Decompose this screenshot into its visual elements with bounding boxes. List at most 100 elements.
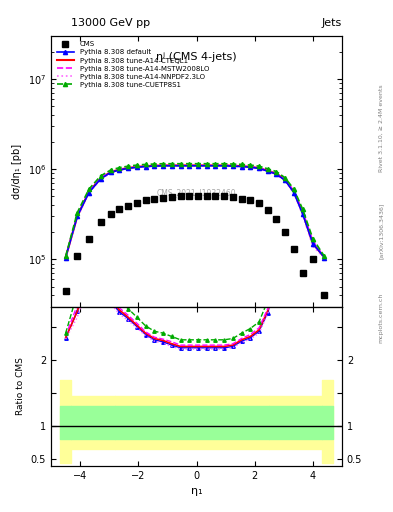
Pythia 8.308 tune-A14-CTEQL1 — [187, 162, 192, 168]
Pythia 8.308 tune-A14-NNPDF2.3LO — [161, 163, 165, 169]
CMS — [98, 219, 103, 225]
Pythia 8.308 default — [134, 164, 139, 170]
Pythia 8.308 tune-A14-CTEQL1 — [248, 164, 253, 170]
Pythia 8.308 tune-CUETP8S1 — [310, 236, 315, 242]
Pythia 8.308 tune-CUETP8S1 — [322, 253, 327, 260]
Pythia 8.308 tune-CUETP8S1 — [117, 164, 122, 170]
Pythia 8.308 tune-A14-CTEQL1 — [292, 189, 296, 195]
Pythia 8.308 tune-A14-MSTW2008LO — [300, 208, 305, 215]
Pythia 8.308 tune-A14-NNPDF2.3LO — [187, 163, 192, 169]
Pythia 8.308 tune-CUETP8S1 — [187, 161, 192, 167]
Pythia 8.308 tune-A14-MSTW2008LO — [86, 188, 91, 194]
Pythia 8.308 tune-CUETP8S1 — [283, 175, 288, 181]
Pythia 8.308 tune-CUETP8S1 — [213, 161, 218, 167]
CMS — [143, 198, 148, 204]
Pythia 8.308 tune-A14-CTEQL1 — [274, 170, 279, 177]
Pythia 8.308 tune-A14-NNPDF2.3LO — [274, 172, 279, 178]
Pythia 8.308 default — [75, 214, 80, 220]
Pythia 8.308 tune-CUETP8S1 — [86, 186, 91, 193]
Pythia 8.308 default — [310, 241, 315, 247]
Pythia 8.308 tune-A14-MSTW2008LO — [204, 162, 209, 168]
Text: Jets: Jets — [321, 18, 342, 28]
Pythia 8.308 tune-A14-NNPDF2.3LO — [322, 255, 327, 261]
CMS — [231, 194, 235, 200]
CMS — [75, 252, 80, 259]
Pythia 8.308 tune-A14-CTEQL1 — [161, 162, 165, 168]
Pythia 8.308 tune-A14-CTEQL1 — [143, 163, 148, 169]
Pythia 8.308 default — [248, 164, 253, 170]
Line: Pythia 8.308 tune-A14-NNPDF2.3LO: Pythia 8.308 tune-A14-NNPDF2.3LO — [66, 166, 325, 258]
Pythia 8.308 tune-A14-MSTW2008LO — [292, 188, 296, 194]
Pythia 8.308 default — [196, 163, 200, 169]
Pythia 8.308 tune-A14-NNPDF2.3LO — [310, 243, 315, 249]
Pythia 8.308 tune-A14-NNPDF2.3LO — [134, 164, 139, 170]
Pythia 8.308 tune-A14-MSTW2008LO — [283, 176, 288, 182]
Pythia 8.308 tune-CUETP8S1 — [98, 173, 103, 179]
Pythia 8.308 tune-A14-CTEQL1 — [257, 165, 261, 171]
Pythia 8.308 tune-A14-NNPDF2.3LO — [63, 255, 68, 261]
Pythia 8.308 tune-A14-MSTW2008LO — [63, 254, 68, 260]
CMS — [152, 196, 157, 202]
Pythia 8.308 tune-A14-MSTW2008LO — [231, 162, 235, 168]
Pythia 8.308 tune-A14-CTEQL1 — [134, 164, 139, 170]
Line: Pythia 8.308 default: Pythia 8.308 default — [64, 164, 327, 260]
Pythia 8.308 tune-A14-MSTW2008LO — [75, 212, 80, 218]
Pythia 8.308 tune-A14-NNPDF2.3LO — [117, 167, 122, 174]
Pythia 8.308 tune-CUETP8S1 — [178, 161, 183, 167]
Pythia 8.308 default — [63, 254, 68, 261]
Pythia 8.308 tune-CUETP8S1 — [108, 167, 113, 173]
Pythia 8.308 tune-A14-NNPDF2.3LO — [98, 176, 103, 182]
CMS — [161, 195, 165, 201]
Pythia 8.308 tune-CUETP8S1 — [274, 168, 279, 175]
Pythia 8.308 tune-CUETP8S1 — [196, 161, 200, 167]
Pythia 8.308 tune-A14-CTEQL1 — [322, 254, 327, 261]
Pythia 8.308 tune-A14-CTEQL1 — [204, 162, 209, 168]
Pythia 8.308 tune-A14-NNPDF2.3LO — [126, 166, 130, 172]
Pythia 8.308 tune-A14-CTEQL1 — [86, 189, 91, 195]
Pythia 8.308 tune-A14-MSTW2008LO — [108, 168, 113, 175]
Pythia 8.308 tune-A14-NNPDF2.3LO — [143, 164, 148, 170]
Pythia 8.308 default — [108, 169, 113, 176]
Pythia 8.308 tune-CUETP8S1 — [63, 253, 68, 260]
Pythia 8.308 tune-A14-MSTW2008LO — [152, 162, 157, 168]
CMS — [283, 229, 288, 236]
Text: mcplots.cern.ch: mcplots.cern.ch — [379, 292, 384, 343]
Pythia 8.308 tune-A14-NNPDF2.3LO — [178, 163, 183, 169]
Pythia 8.308 tune-A14-CTEQL1 — [117, 166, 122, 173]
Pythia 8.308 tune-CUETP8S1 — [300, 206, 305, 212]
Pythia 8.308 tune-CUETP8S1 — [204, 161, 209, 167]
Pythia 8.308 tune-A14-NNPDF2.3LO — [300, 212, 305, 218]
Pythia 8.308 default — [265, 168, 270, 174]
CMS — [196, 193, 200, 199]
CMS — [126, 203, 130, 209]
CMS — [117, 206, 122, 212]
Pythia 8.308 tune-A14-NNPDF2.3LO — [248, 164, 253, 170]
Pythia 8.308 tune-A14-CTEQL1 — [178, 162, 183, 168]
Y-axis label: dσ/dη₁ [pb]: dσ/dη₁ [pb] — [12, 144, 22, 199]
Pythia 8.308 tune-A14-MSTW2008LO — [143, 163, 148, 169]
CMS — [187, 193, 192, 199]
Pythia 8.308 tune-A14-MSTW2008LO — [257, 164, 261, 170]
Text: ηʲ (CMS 4-jets): ηʲ (CMS 4-jets) — [156, 52, 237, 62]
CMS — [178, 193, 183, 199]
Pythia 8.308 tune-A14-NNPDF2.3LO — [86, 190, 91, 197]
Y-axis label: Ratio to CMS: Ratio to CMS — [16, 357, 25, 415]
CMS — [274, 216, 279, 222]
Pythia 8.308 default — [161, 163, 165, 169]
Pythia 8.308 tune-CUETP8S1 — [143, 161, 148, 167]
Pythia 8.308 tune-CUETP8S1 — [231, 161, 235, 167]
Pythia 8.308 tune-A14-MSTW2008LO — [213, 162, 218, 168]
Pythia 8.308 tune-A14-NNPDF2.3LO — [108, 170, 113, 176]
Pythia 8.308 tune-A14-NNPDF2.3LO — [222, 163, 226, 169]
Pythia 8.308 tune-A14-CTEQL1 — [300, 209, 305, 216]
Pythia 8.308 tune-A14-CTEQL1 — [283, 177, 288, 183]
Pythia 8.308 tune-A14-NNPDF2.3LO — [257, 166, 261, 172]
Pythia 8.308 tune-A14-CTEQL1 — [63, 254, 68, 261]
Pythia 8.308 tune-A14-CTEQL1 — [265, 168, 270, 174]
Pythia 8.308 tune-A14-NNPDF2.3LO — [231, 163, 235, 169]
Pythia 8.308 tune-A14-MSTW2008LO — [126, 164, 130, 170]
Pythia 8.308 tune-CUETP8S1 — [257, 163, 261, 169]
Pythia 8.308 tune-CUETP8S1 — [126, 163, 130, 169]
Pythia 8.308 default — [187, 163, 192, 169]
Pythia 8.308 default — [126, 165, 130, 172]
